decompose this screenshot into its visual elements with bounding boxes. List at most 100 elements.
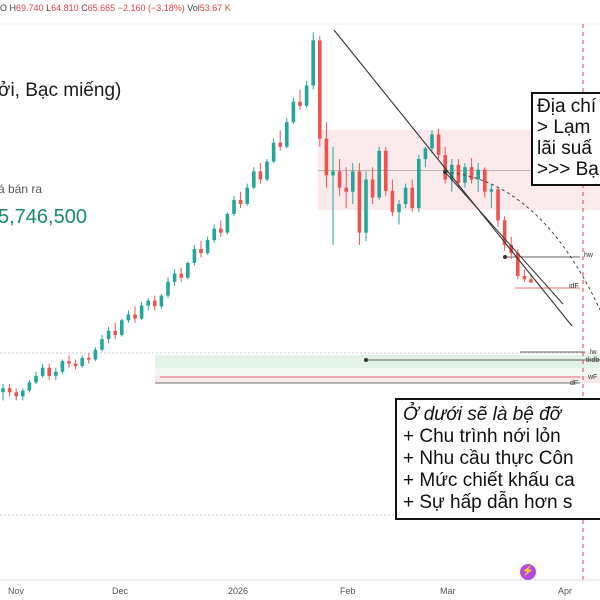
candle-body [278, 142, 282, 147]
ohlc-high: 69.740 [16, 3, 44, 13]
annotation-top-line: lãi suấ [537, 138, 592, 159]
candle-body [311, 40, 315, 86]
annotation-bottom: Ở dưới sẽ là bệ đỡ + Chu trình nới lỏn +… [395, 398, 600, 520]
candle-body [153, 300, 157, 307]
candle-body [496, 189, 500, 221]
annotation-bottom-heading: Ở dưới sẽ là bệ đỡ [403, 404, 562, 425]
candle-body [370, 179, 375, 198]
candle-body [245, 187, 249, 205]
candle-body [258, 171, 263, 180]
candle-body [225, 213, 230, 233]
candle-body [265, 161, 269, 180]
tag-wf: wF [588, 374, 598, 381]
ohlc-readout: O H69.740 L64.810 C65.665 −2.160 (−3.18%… [0, 3, 231, 13]
annotation-bottom-line: + Chu trình nới lỏn [403, 426, 561, 447]
candle-body [14, 392, 18, 397]
candle-body [179, 273, 183, 278]
tag-hw: hw [584, 252, 593, 259]
candle-body [47, 367, 51, 376]
candle-body [60, 361, 65, 372]
candle-body [67, 361, 71, 364]
candle-body [522, 276, 527, 280]
lightning-icon[interactable]: ⚡ [520, 564, 536, 580]
candle-body [100, 339, 104, 350]
candle-body [502, 220, 507, 245]
candle-body [106, 330, 111, 340]
annotation-bottom-line: + Sự hấp dẫn hơn s [403, 492, 573, 513]
annotation-top-line: > Lạm [537, 117, 591, 138]
candle-body [40, 367, 45, 376]
x-tick-label: Dec [112, 586, 129, 596]
candle-body [436, 134, 441, 155]
candle-body [298, 101, 302, 106]
candle-body [337, 171, 342, 188]
tag-idf: idF [569, 283, 579, 290]
candle-body [133, 314, 137, 319]
candle-body [397, 204, 401, 213]
candle-body [324, 138, 329, 176]
candle-body [126, 314, 131, 321]
candle-body [410, 187, 414, 209]
tag-tkdb: tkdb [586, 357, 600, 364]
annotation-top-line: >>> Bạ [537, 159, 599, 180]
candle-body [199, 249, 203, 254]
ohlc-high-label: H [9, 3, 17, 13]
candle-body [390, 190, 395, 213]
candle-body [430, 134, 434, 149]
candle-body [27, 382, 32, 391]
price-label: á bán ra [0, 182, 43, 196]
candle-body [483, 169, 487, 192]
candle-body [529, 279, 533, 283]
candle-body [403, 187, 408, 205]
candle-body [271, 142, 276, 162]
candle-body [21, 390, 25, 397]
candle-body [1, 388, 5, 393]
ohlc-close: 65.665 [87, 3, 116, 13]
ohlc-vol-label: Vol [187, 3, 200, 13]
candle-body [476, 169, 480, 180]
candle-body [304, 85, 309, 106]
x-tick-label: Apr [558, 586, 573, 596]
candle-body [344, 187, 348, 192]
candle-body [205, 240, 210, 254]
candle-body [377, 150, 381, 198]
candle-body [331, 171, 335, 176]
candle-body [186, 262, 190, 278]
candle-body [285, 122, 289, 147]
candle-body [34, 375, 38, 383]
candle-body [212, 228, 216, 241]
candle-body [443, 154, 447, 180]
candle-body [113, 330, 117, 335]
candle-body [120, 320, 124, 335]
tag-lw: lw [590, 349, 597, 356]
annotation-bottom-line: + Nhu cầu thực Côn [403, 448, 574, 469]
candle-body [238, 199, 243, 205]
candle-body [351, 171, 355, 192]
x-tick-label: 2026 [228, 586, 249, 596]
ohlc-low: 64.810 [51, 3, 79, 13]
annotation-bottom-line: + Mức chiết khấu ca [403, 470, 575, 491]
annotation-top: Địa chí > Lạm lãi suấ >>> Bạ [531, 92, 600, 186]
candle-body [219, 228, 223, 233]
candle-body [489, 189, 494, 192]
candle-body [166, 281, 170, 296]
ohlc-open-label: O [0, 3, 8, 13]
candle-body [73, 363, 78, 367]
candle-body [80, 357, 84, 367]
candle-body [423, 148, 428, 160]
x-tick-label: Feb [340, 586, 356, 596]
price-value: 5,746,500 [0, 206, 87, 228]
candles [1, 32, 533, 401]
candle-body [450, 164, 454, 180]
trendlines [333, 29, 600, 362]
annotation-top-line: Địa chí [537, 96, 597, 117]
candle-body [417, 159, 421, 209]
ohlc-close-label: C [81, 3, 88, 13]
candle-body [318, 40, 322, 139]
candle-body [87, 357, 91, 360]
candle-body [7, 388, 12, 393]
candle-body [469, 167, 474, 180]
candle-body [93, 349, 98, 360]
ohlc-vol: 53.67 K [199, 3, 231, 13]
candle-body [54, 371, 58, 376]
